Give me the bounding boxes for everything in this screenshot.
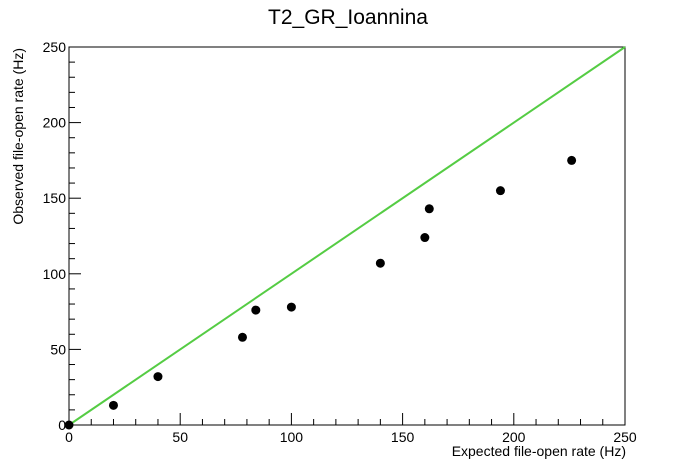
data-point xyxy=(286,302,296,312)
y-tick-label: 50 xyxy=(50,341,66,357)
plot-frame xyxy=(68,46,626,426)
x-axis-title: Expected file-open rate (Hz) xyxy=(452,443,626,459)
data-point xyxy=(375,258,385,268)
y-tick-label: 100 xyxy=(43,266,67,282)
chart-title: T2_GR_Ioannina xyxy=(268,6,428,29)
x-tick-label: 250 xyxy=(613,429,637,445)
data-point xyxy=(567,155,577,165)
data-point xyxy=(237,332,247,342)
y-tick-label: 0 xyxy=(58,417,66,433)
data-point xyxy=(108,400,118,410)
y-axis-title: Observed file-open rate (Hz) xyxy=(10,48,26,225)
x-tick-label: 150 xyxy=(391,429,415,445)
data-points xyxy=(64,155,577,430)
data-point xyxy=(495,186,505,196)
data-point xyxy=(64,420,74,430)
y-tick-label: 150 xyxy=(43,190,67,206)
data-point xyxy=(420,233,430,243)
reference-line xyxy=(68,46,626,426)
y-tick-label: 200 xyxy=(43,115,67,131)
x-tick-label: 200 xyxy=(502,429,526,445)
data-point xyxy=(251,305,261,315)
y-tick-label: 250 xyxy=(43,39,67,55)
x-tick-label: 0 xyxy=(65,429,73,445)
x-tick-label: 100 xyxy=(280,429,304,445)
axes: 0 50 100 150 200 250 0 50 100 150 200 250 xyxy=(43,39,637,445)
data-point xyxy=(153,372,163,382)
x-tick-label: 50 xyxy=(172,429,188,445)
reference-line-group xyxy=(68,46,626,426)
data-point xyxy=(424,204,434,214)
